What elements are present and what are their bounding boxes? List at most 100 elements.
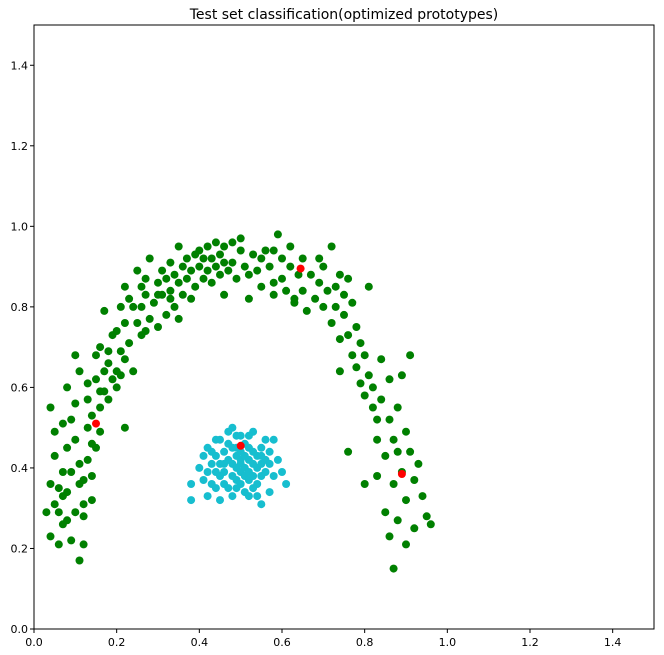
data-point	[220, 459, 229, 468]
data-point	[261, 468, 270, 476]
data-point	[92, 351, 100, 360]
data-point	[211, 262, 220, 271]
data-point	[79, 540, 88, 549]
data-point	[377, 355, 386, 364]
data-point	[174, 278, 183, 287]
data-point	[54, 484, 63, 493]
y-tick-label: 0.6	[11, 381, 29, 394]
data-point	[54, 508, 63, 517]
data-point	[244, 492, 253, 501]
data-point	[166, 294, 175, 303]
data-point	[356, 379, 365, 388]
data-point	[381, 451, 390, 460]
data-point	[348, 298, 357, 307]
data-point	[220, 242, 229, 251]
data-point	[224, 427, 233, 436]
data-point	[414, 459, 423, 468]
data-point	[389, 435, 398, 444]
data-point	[50, 500, 59, 509]
data-point	[125, 294, 134, 303]
data-point	[257, 451, 266, 460]
data-point	[120, 423, 129, 432]
data-point	[87, 472, 96, 480]
data-point	[75, 459, 84, 468]
data-point	[298, 286, 307, 295]
data-point	[364, 282, 373, 291]
data-point	[104, 347, 113, 356]
data-point	[402, 427, 410, 436]
data-point	[360, 480, 369, 488]
data-point	[112, 383, 121, 392]
data-point	[100, 387, 109, 396]
y-tick-label: 0.8	[11, 301, 29, 314]
data-point	[46, 480, 55, 488]
data-point	[331, 302, 340, 311]
data-point	[50, 451, 59, 460]
data-point	[319, 262, 328, 271]
data-point	[389, 564, 398, 573]
data-point	[125, 339, 134, 348]
data-point	[71, 508, 80, 517]
data-point	[216, 250, 224, 259]
data-point	[203, 468, 212, 476]
data-point	[253, 492, 262, 501]
data-point	[418, 492, 427, 501]
series-1	[187, 423, 291, 509]
data-point	[257, 443, 266, 452]
data-point	[46, 532, 55, 541]
data-point	[137, 282, 146, 291]
x-axis: 0.0 0.2 0.4 0.6 0.8 1.0 1.2 1.4	[25, 629, 621, 649]
data-point	[67, 536, 76, 545]
data-point	[92, 375, 100, 384]
data-point	[83, 379, 92, 388]
data-point	[182, 254, 191, 263]
data-point	[261, 246, 270, 255]
data-point	[402, 540, 410, 549]
data-point	[335, 367, 344, 376]
data-point	[116, 371, 125, 380]
data-point	[63, 443, 72, 452]
data-point	[87, 439, 96, 448]
data-point	[273, 455, 282, 464]
data-point	[385, 375, 394, 384]
data-point	[71, 399, 80, 408]
data-point	[273, 230, 282, 239]
data-point	[236, 234, 245, 243]
data-point	[240, 262, 249, 271]
data-point	[381, 508, 390, 517]
series-2	[92, 264, 406, 478]
data-point	[244, 270, 253, 279]
data-point	[278, 468, 286, 476]
data-point	[257, 254, 266, 263]
data-point	[232, 484, 241, 493]
data-point	[203, 266, 212, 275]
data-point	[236, 441, 245, 450]
data-point	[178, 290, 187, 299]
data-point	[253, 266, 262, 275]
data-point	[406, 351, 415, 360]
x-tick-label: 0.6	[273, 636, 291, 649]
data-point	[393, 447, 402, 456]
data-point	[393, 516, 402, 525]
data-point	[199, 254, 208, 263]
data-point	[141, 274, 150, 283]
data-point	[120, 282, 129, 291]
data-point	[393, 403, 402, 412]
data-point	[211, 468, 220, 476]
data-point	[360, 351, 369, 360]
data-point	[228, 238, 237, 247]
y-axis: 0.0 0.2 0.4 0.6 0.8 1.0 1.2 1.4	[11, 59, 34, 636]
data-point	[402, 496, 410, 505]
x-tick-label: 1.2	[521, 636, 539, 649]
data-point	[63, 516, 72, 525]
data-point	[261, 435, 270, 444]
data-point	[87, 411, 96, 420]
data-point	[249, 484, 258, 493]
x-tick-label: 0.0	[25, 636, 43, 649]
x-tick-label: 0.2	[108, 636, 126, 649]
data-point	[75, 367, 84, 376]
data-point	[50, 427, 59, 436]
data-point	[269, 435, 278, 444]
data-point	[257, 500, 266, 509]
data-point	[211, 238, 220, 247]
